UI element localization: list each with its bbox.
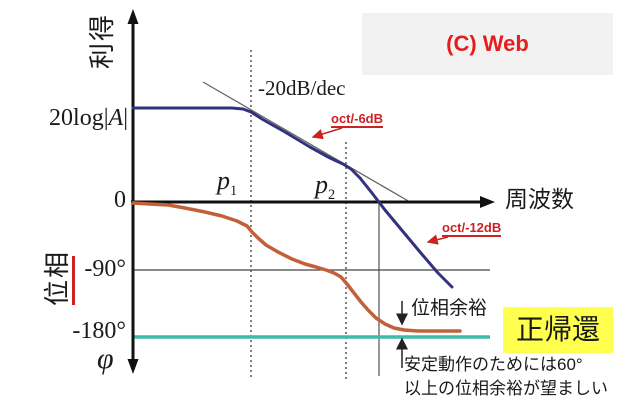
pole2-label: p2	[315, 170, 336, 204]
phase-axis-arrowhead	[127, 359, 139, 374]
frequency-axis-title: 周波数	[505, 186, 574, 212]
gain-level-bar-left: |	[103, 105, 109, 131]
oct-minus6db-label: oct/-6dB	[331, 111, 383, 128]
gain-level-prefix: 20log	[49, 105, 104, 131]
stability-note-line1: 安定動作のためには60°	[404, 355, 583, 374]
pole1-base: p	[217, 166, 230, 195]
pole1-sub: 1	[230, 183, 238, 200]
minus90-tick-label: -90°	[84, 256, 126, 282]
gain-level-label: 20log|A|	[14, 106, 128, 130]
oct-12db-leader-arrow	[426, 234, 449, 245]
frequency-axis-arrowhead	[480, 196, 495, 208]
stability-note-line2: 以上の位相余裕が望ましい	[404, 379, 608, 398]
gain-level-bar-right: |	[123, 105, 128, 131]
gain-curve	[131, 106, 454, 289]
pole2-sub: 2	[328, 187, 336, 204]
phase-axis-red-underline	[72, 256, 75, 305]
minus180-tick-label: -180°	[72, 318, 126, 344]
pole1-label: p1	[217, 166, 238, 200]
slope-20db-dec-label: -20dB/dec	[258, 76, 346, 100]
gain-level-symbol: A	[108, 105, 124, 131]
phase-curve	[131, 201, 462, 333]
phi-axis-label: φ	[97, 342, 114, 375]
zero-tick-label: 0	[114, 187, 126, 213]
pole2-base: p	[315, 170, 328, 199]
gain-axis-arrowhead	[127, 9, 139, 24]
asymptote-line	[202, 81, 411, 203]
gain-axis-title: 利得	[87, 13, 117, 70]
copyright-badge: (C) Web	[362, 13, 613, 75]
phase-margin-label: 位相余裕	[411, 298, 488, 319]
oct-6db-leader-arrow	[311, 127, 343, 140]
positive-feedback-badge: 正帰還	[503, 307, 613, 353]
oct-minus12db-label: oct/-12dB	[442, 220, 502, 237]
